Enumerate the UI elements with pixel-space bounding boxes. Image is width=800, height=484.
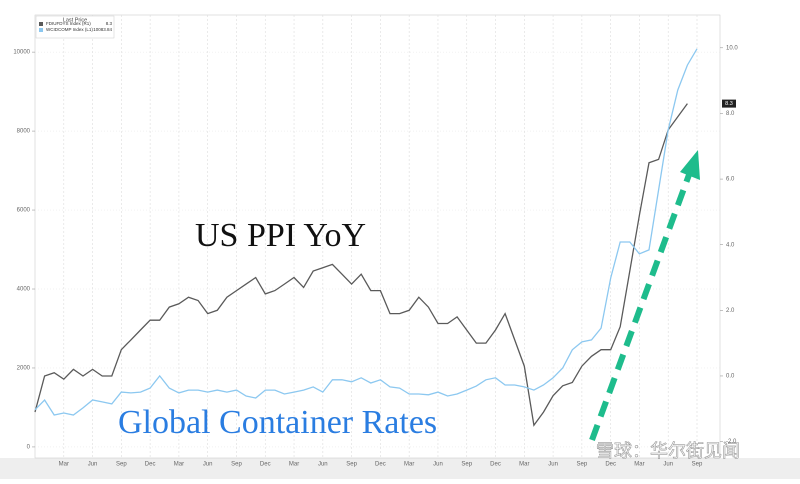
x-tick-label: Jun <box>433 462 443 468</box>
legend-label: FDIUFDYS Index (R1) <box>46 21 91 26</box>
y2-tick-label: 2.0 <box>726 308 735 314</box>
y-tick-label: 0 <box>27 445 31 451</box>
y-tick-label: 8000 <box>17 129 31 135</box>
last-value-label: 8.3 <box>725 101 733 107</box>
x-tick-label: Sep <box>692 462 703 468</box>
y-tick-label: 4000 <box>17 287 31 293</box>
x-tick-label: Sep <box>231 462 242 468</box>
watermark: 雪球：华尔街见闻 <box>596 441 740 461</box>
x-tick-label: Jun <box>548 462 558 468</box>
x-tick-label: Jun <box>88 462 98 468</box>
x-tick-label: Mar <box>634 462 644 468</box>
legend-value: 8.3 <box>106 21 113 26</box>
x-tick-label: Sep <box>461 462 472 468</box>
x-tick-label: Mar <box>174 462 184 468</box>
annotation: Global Container Rates <box>118 404 437 441</box>
y2-tick-label: 4.0 <box>726 242 735 248</box>
x-tick-label: Mar <box>519 462 529 468</box>
series-line <box>34 48 698 416</box>
y-tick-label: 10000 <box>13 50 30 56</box>
x-tick-label: Dec <box>145 462 156 468</box>
bottom-band <box>0 458 800 479</box>
legend-label: WCIDCOMP Index (L1) <box>46 27 93 32</box>
lines <box>34 48 698 427</box>
series-line <box>34 103 688 427</box>
legend-value: 10083.84 <box>93 27 112 32</box>
y-tick-label: 2000 <box>17 366 31 372</box>
x-tick-label: Sep <box>577 462 588 468</box>
legend-swatch <box>39 22 43 26</box>
x-tick-label: Mar <box>59 462 69 468</box>
x-tick-label: Jun <box>203 462 213 468</box>
grid <box>35 15 720 458</box>
x-tick-label: Dec <box>490 462 501 468</box>
y2-tick-label: 10.0 <box>726 45 738 51</box>
x-tick-label: Jun <box>318 462 328 468</box>
x-tick-label: Sep <box>116 462 127 468</box>
y2-tick-label: -2.0 <box>726 439 737 445</box>
x-tick-label: Jun <box>663 462 673 468</box>
x-tick-label: Dec <box>605 462 616 468</box>
arrow-head <box>680 150 700 180</box>
y-tick-label: 6000 <box>17 208 31 214</box>
legend-title: Last Price <box>63 17 87 23</box>
legend-swatch <box>39 28 43 32</box>
y2-tick-label: 6.0 <box>726 177 735 183</box>
x-tick-label: Mar <box>289 462 299 468</box>
y2-tick-label: 0.0 <box>726 374 735 380</box>
annotation: US PPI YoY <box>195 217 366 254</box>
x-tick-label: Sep <box>346 462 357 468</box>
y2-tick-label: 8.0 <box>726 111 735 117</box>
x-tick-label: Dec <box>260 462 271 468</box>
last-value-tag <box>722 99 736 108</box>
plot-frame <box>34 14 721 459</box>
legend-box <box>35 15 115 39</box>
x-tick-label: Dec <box>375 462 386 468</box>
arrow-shaft <box>589 170 693 442</box>
x-tick-label: Mar <box>404 462 414 468</box>
